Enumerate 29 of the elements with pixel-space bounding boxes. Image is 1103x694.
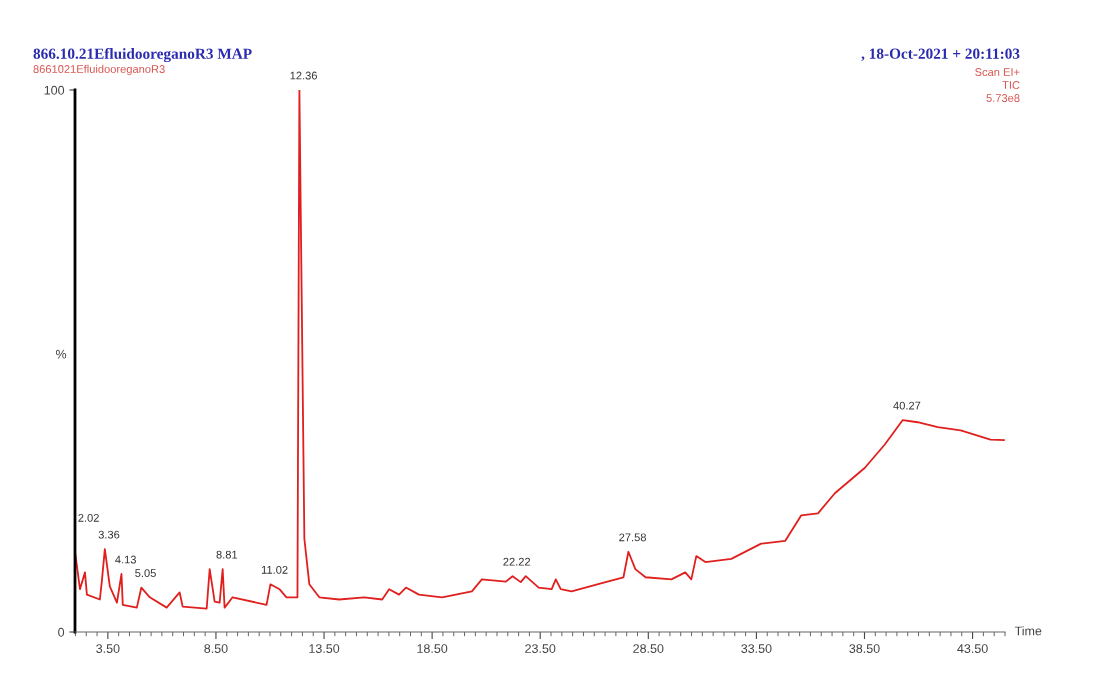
annotation: 8.81: [216, 550, 238, 559]
annotation: 5.73e8: [986, 94, 1020, 102]
annotation: 4.13: [115, 555, 136, 564]
y-axis-title: %: [55, 349, 67, 359]
x-tick-label: 33.50: [741, 644, 772, 653]
x-tick-label: 18.50: [417, 644, 448, 653]
x-tick-label: 23.50: [525, 644, 556, 653]
chart-title: 866.10.21EfluidooreganoR3 MAP: [33, 47, 252, 63]
x-tick-label: 38.50: [849, 644, 880, 653]
chart-subtitle: 8661021EfluidooreganoR3: [33, 64, 165, 76]
y-tick-label: 0: [58, 627, 65, 637]
text: TIC: [1002, 81, 1020, 89]
annotation: 22.22: [503, 557, 531, 566]
x-tick-label: 43.50: [957, 644, 988, 653]
text: Scan EI+: [975, 68, 1020, 76]
x-axis-title: Time: [1014, 626, 1042, 636]
x-tick-label: 28.50: [633, 644, 664, 653]
x-tick-label: 13.50: [309, 644, 340, 653]
y-tick-label: 100: [44, 85, 65, 95]
annotation: 12.36: [290, 71, 317, 80]
annotation: 11.02: [261, 565, 288, 574]
annotation: 5.05: [135, 569, 156, 578]
x-tick-label: 8.50: [204, 644, 228, 653]
text: , 18-Oct-2021 + 20:11:03: [861, 48, 1020, 62]
annotation: 3.36: [98, 530, 120, 539]
x-tick-label: 3.50: [96, 644, 120, 653]
annotation: 27.58: [619, 533, 646, 542]
annotation: 40.27: [893, 401, 921, 410]
annotation: 2.02: [78, 513, 99, 522]
